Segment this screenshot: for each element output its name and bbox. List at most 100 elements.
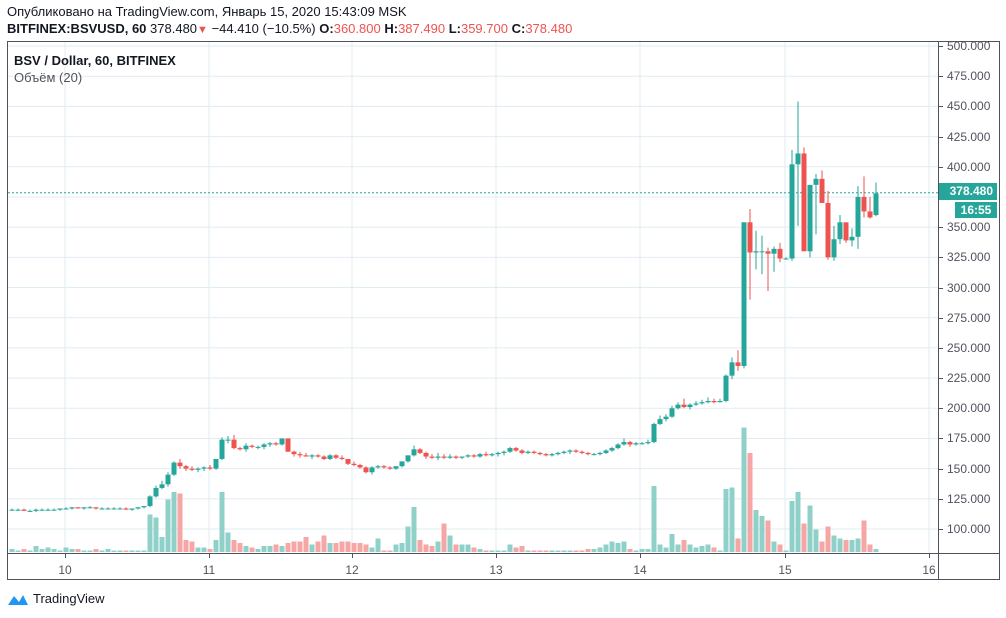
candle-body (819, 178, 825, 203)
volume-bar (705, 544, 711, 552)
volume-bar (207, 549, 213, 552)
volume-bar (747, 453, 753, 552)
volume-bar (273, 544, 279, 552)
price-label: 325.000 (947, 250, 991, 265)
volume-bar (387, 550, 393, 552)
volume-bar (807, 505, 813, 552)
volume-bar (579, 550, 585, 552)
candle-body (429, 456, 435, 458)
volume-bar (645, 549, 651, 552)
price-tick (939, 378, 943, 380)
candlestick-chart[interactable] (8, 42, 938, 553)
candle-body (165, 474, 171, 485)
volume-bar (15, 550, 21, 552)
candle-body (729, 362, 735, 376)
price-tick (939, 498, 943, 500)
axis-corner-divider (938, 554, 939, 580)
volume-bar (471, 547, 477, 552)
volume-bar (333, 543, 339, 552)
candle-body (753, 251, 759, 253)
candle-body (135, 507, 141, 509)
volume-bar (309, 544, 315, 552)
volume-bar (501, 550, 507, 552)
time-tick (785, 554, 786, 558)
price-tick (939, 468, 943, 470)
price-label: 275.000 (947, 310, 991, 325)
candle-body (471, 455, 477, 457)
candle-body (699, 402, 705, 404)
time-axis[interactable]: 10 11 12 13 14 15 16 (8, 553, 999, 580)
volume-bar (813, 529, 819, 552)
volume-bar (69, 549, 75, 552)
volume-bar (711, 547, 717, 552)
candle-body (855, 196, 861, 237)
volume-bar (651, 486, 657, 552)
volume-bar (669, 534, 675, 552)
tradingview-logo[interactable]: TradingView (7, 591, 105, 606)
candle-body (555, 452, 561, 455)
volume-bar (93, 549, 99, 552)
candle-body (537, 452, 543, 455)
volume-bar (363, 544, 369, 552)
volume-bar (81, 550, 87, 552)
candle-body (321, 456, 327, 459)
volume-bar (27, 550, 33, 552)
volume-bar (609, 541, 615, 552)
volume-bar (51, 549, 57, 552)
chart-pane[interactable] (8, 42, 938, 553)
volume-indicator-label[interactable]: Объём (20) (14, 70, 83, 85)
candle-body (771, 248, 777, 254)
candle-body (579, 451, 585, 453)
volume-bar (873, 549, 879, 552)
candle-body (795, 153, 801, 165)
volume-bar (513, 547, 519, 552)
candle-body (747, 222, 753, 253)
candle-body (381, 466, 387, 468)
candle-body (621, 442, 627, 445)
close-value: 378.480 (525, 21, 573, 36)
candle-body (801, 153, 807, 252)
candle-body (129, 508, 135, 510)
price-tick (939, 347, 943, 349)
volume-bar (633, 550, 639, 552)
candle-body (399, 461, 405, 467)
time-tick (640, 554, 641, 558)
volume-bar (429, 546, 435, 552)
candle-body (33, 509, 39, 511)
candle-body (201, 467, 207, 469)
high-value: 387.490 (398, 21, 446, 36)
volume-bar (87, 550, 93, 552)
volume-bar (483, 550, 489, 552)
symbol-label: BITFINEX:BSVUSD, 60 (7, 21, 147, 36)
candle-body (207, 467, 213, 469)
candle-body (45, 509, 51, 511)
candle-body (99, 508, 105, 510)
candle-body (189, 468, 195, 470)
price-tick (939, 136, 943, 138)
candle-body (333, 455, 339, 458)
candle-body (15, 509, 21, 511)
volume-bar (495, 550, 501, 552)
candle-body (627, 442, 633, 445)
volume-bar (183, 540, 189, 552)
price-label: 350.000 (947, 220, 991, 235)
last-price: 378.480 (150, 21, 198, 36)
volume-bar (315, 541, 321, 552)
volume-bar (75, 549, 81, 552)
volume-bar (801, 523, 807, 552)
candle-body (105, 508, 111, 510)
candle-body (789, 164, 795, 259)
volume-bar (531, 550, 537, 552)
volume-bar (255, 549, 261, 552)
volume-bar (771, 541, 777, 552)
candle-body (351, 463, 357, 466)
volume-bar (567, 550, 573, 552)
volume-bar (753, 510, 759, 552)
price-axis[interactable]: 500.000 475.000 450.000 425.000 400.000 350.0… (938, 39, 1000, 553)
candle-body (177, 462, 183, 467)
candle-body (375, 466, 381, 468)
candle-body (453, 456, 459, 458)
volume-bar (549, 550, 555, 552)
candle-body (87, 507, 93, 509)
candle-body (873, 193, 879, 216)
